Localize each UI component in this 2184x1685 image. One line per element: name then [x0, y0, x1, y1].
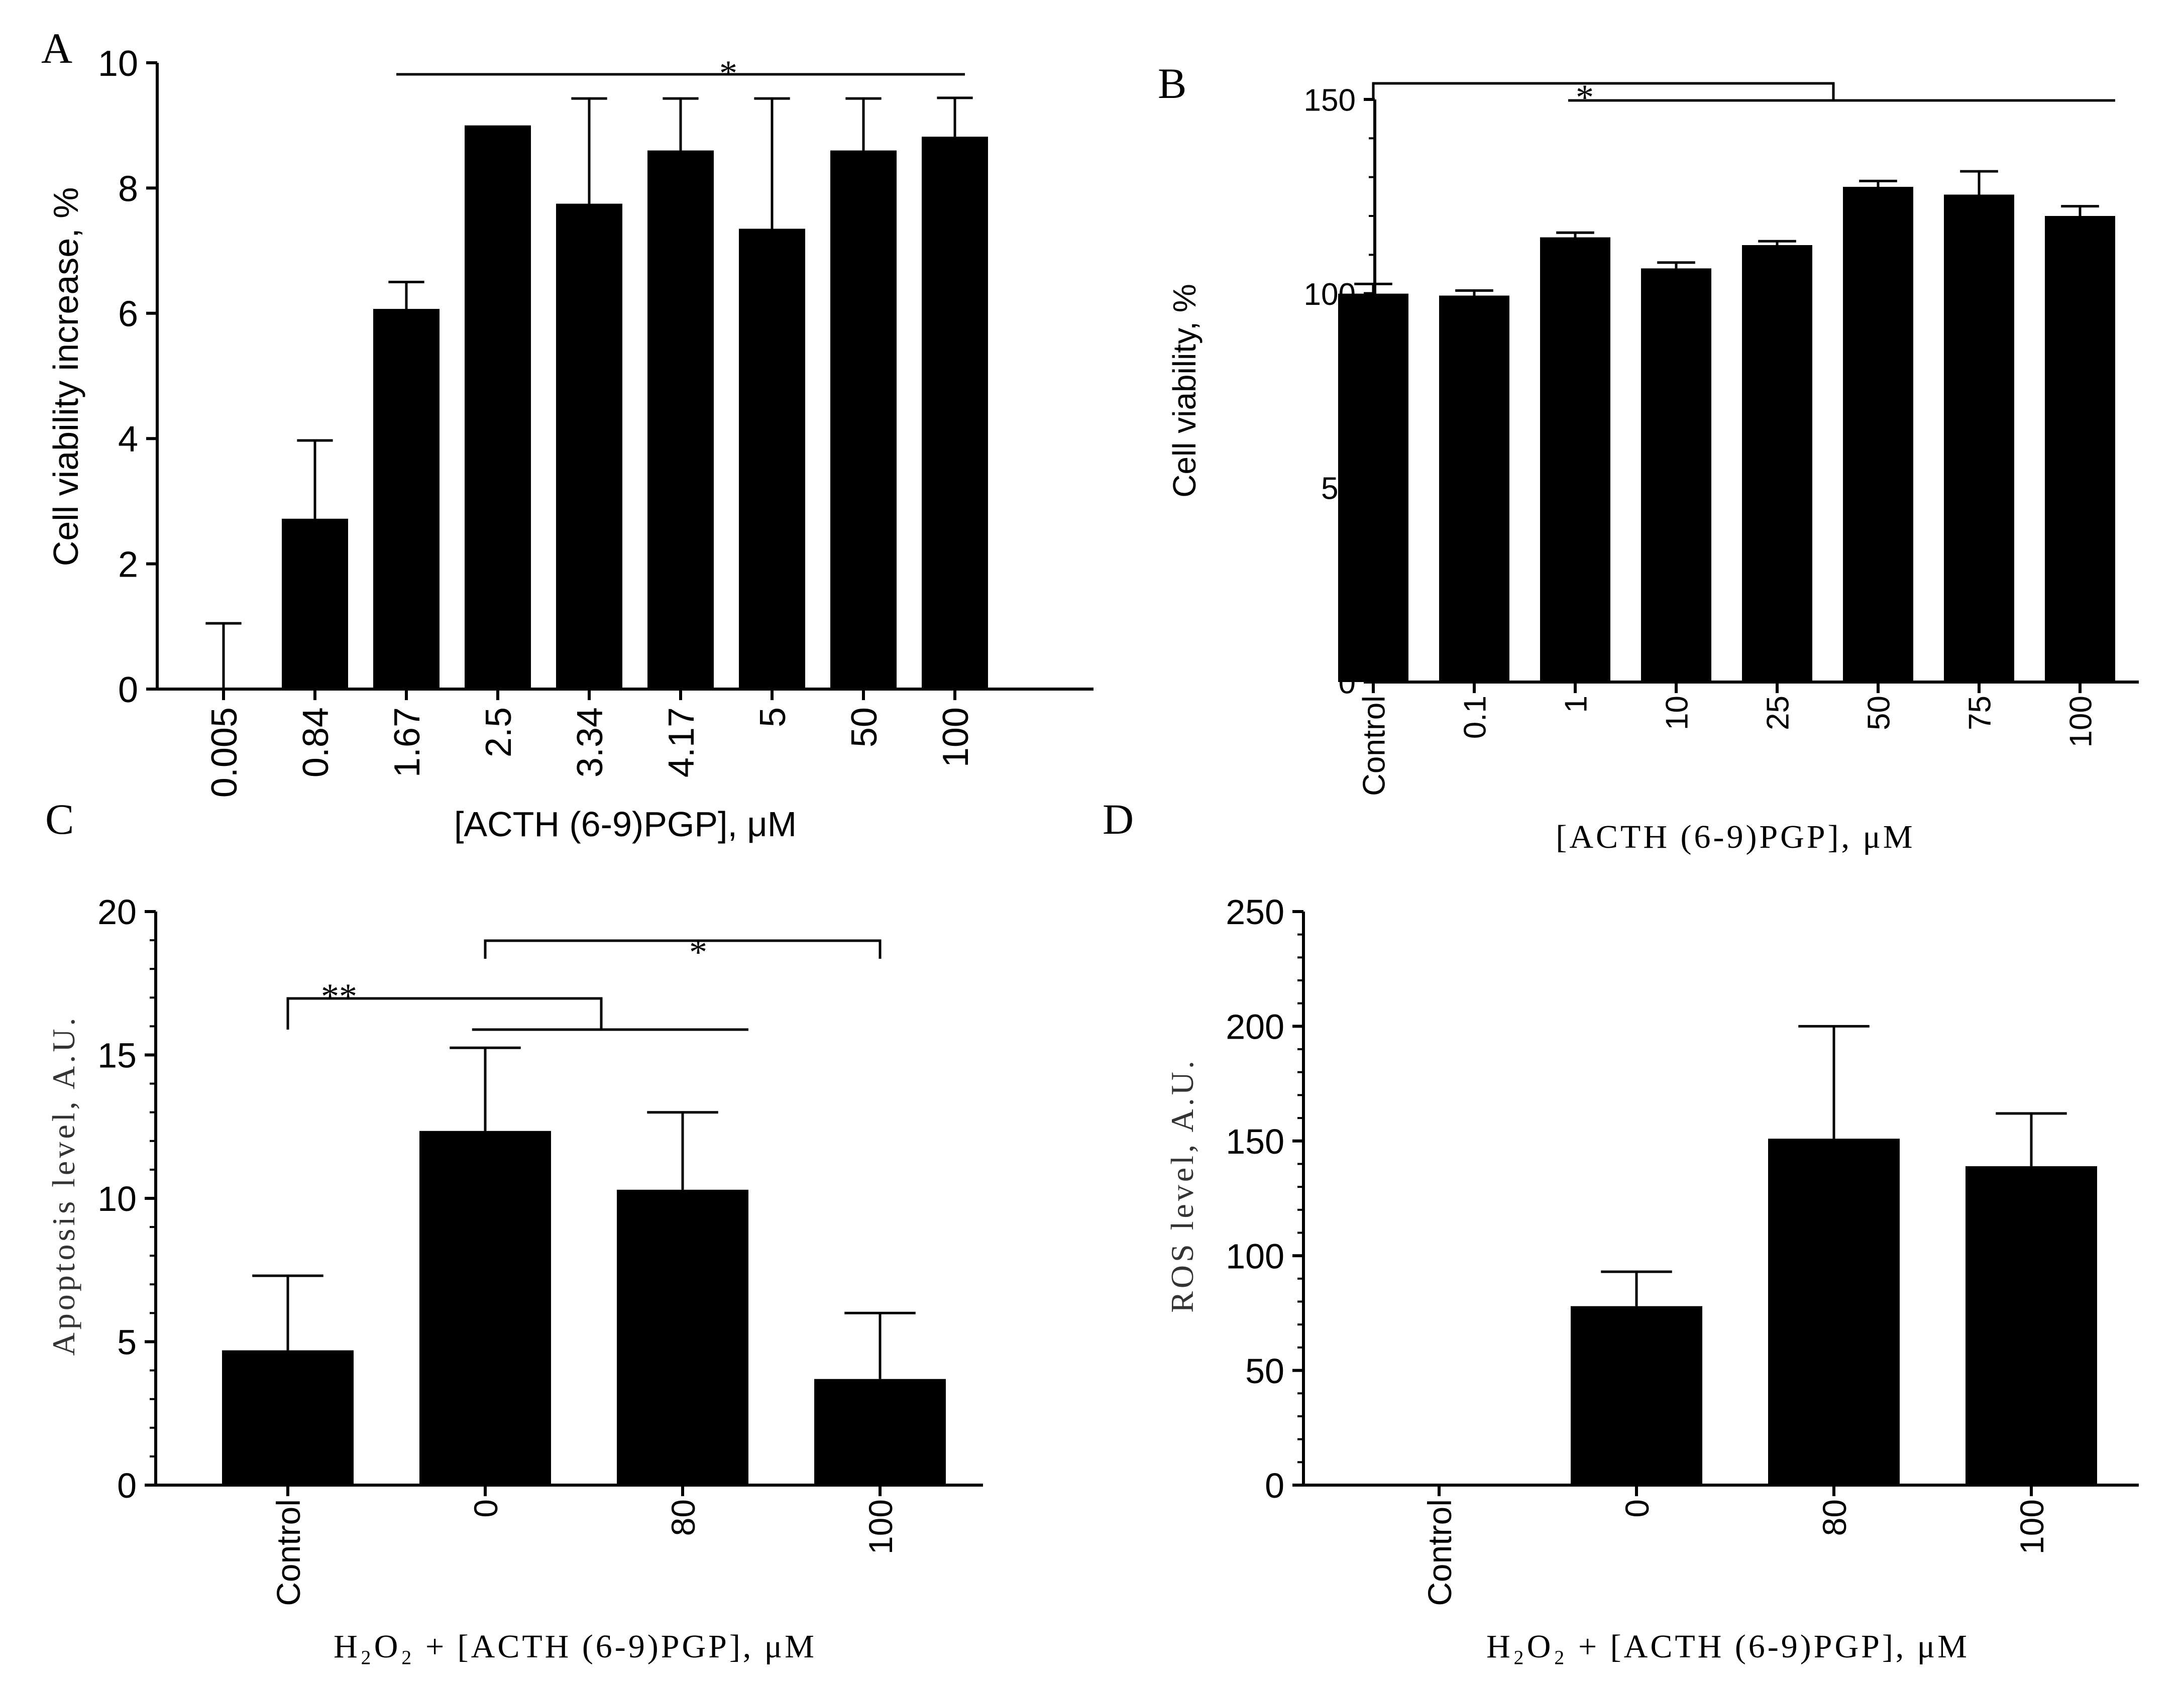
bar-50: [1843, 187, 1913, 682]
x-tick-label: 0.1: [1458, 696, 1492, 739]
x-tick-label: 0: [467, 1499, 504, 1518]
bar-75: [1944, 194, 2014, 682]
bar-25: [1742, 245, 1812, 682]
bar-100: [2045, 216, 2115, 682]
significance-star: *: [689, 932, 707, 972]
bar-0-1: [1439, 295, 1509, 682]
panel-label: D: [1103, 795, 1134, 843]
y-tick-label: 50: [1245, 1352, 1284, 1391]
y-tick-label: 150: [1304, 83, 1356, 118]
x-tick-label: 0: [1618, 1499, 1656, 1518]
bar-3-34: [556, 203, 622, 689]
bar-2-5: [465, 125, 531, 690]
x-tick-label: 100: [936, 707, 976, 767]
x-tick-label: 1.67: [387, 707, 427, 777]
x-tick-label: Control: [270, 1499, 307, 1606]
x-tick-label: 25: [1761, 696, 1795, 730]
significance-bracket: [484, 939, 882, 959]
panel-c: C 0 5 10 15 20 Control 0 80 100 Apoptosis level, A…: [45, 795, 983, 1665]
bar-1: [1540, 237, 1610, 682]
x-tick-label: 50: [1862, 696, 1896, 730]
x-tick-label: 100: [2013, 1499, 2050, 1554]
x-tick-label: 4.17: [662, 707, 702, 777]
y-tick-label: 15: [97, 1036, 137, 1075]
bar-100: [1965, 1166, 2097, 1485]
y-tick-label: 20: [97, 892, 137, 932]
x-tick-label: Control: [1421, 1499, 1458, 1606]
bar-1-67: [373, 309, 440, 689]
y-tick-label: 8: [118, 169, 138, 209]
bar-80: [617, 1189, 748, 1485]
x-tick-label: 75: [1962, 696, 1997, 730]
y-tick-label: 4: [118, 419, 138, 460]
y-tick-label: 0: [118, 670, 138, 710]
significance-marker: **: [286, 976, 748, 1031]
y-tick-label: 0: [117, 1466, 137, 1505]
x-tick-label: 0.84: [296, 707, 336, 777]
bar-100: [814, 1379, 946, 1485]
significance-star: *: [719, 53, 737, 93]
x-tick-label: 1: [1559, 696, 1593, 713]
y-axis-label: Cell viability increase, %: [46, 187, 85, 567]
significance-star: **: [321, 976, 357, 1017]
panel-label: A: [41, 24, 72, 72]
bar-50: [830, 150, 897, 690]
x-tick-label: 100: [862, 1499, 899, 1554]
y-tick-label: 100: [1226, 1237, 1284, 1276]
x-axis-label: H₂O₂ + [ACTH (6-9)PGP], μM: [334, 1628, 817, 1665]
bar-control: [1338, 293, 1408, 682]
panel-label: C: [45, 795, 74, 843]
y-axis-label: Apoptosis level, A.U.: [46, 1015, 81, 1356]
significance-marker: *: [1372, 77, 2115, 118]
y-axis-label: ROS level, A.U.: [1164, 1058, 1200, 1313]
bar-4-17: [647, 150, 714, 690]
x-tick-label: 3.34: [570, 707, 610, 777]
panel-label: B: [1158, 59, 1186, 107]
x-axis-label: [ACTH (6-9)PGP], μM: [1556, 819, 1915, 855]
x-tick-label: 10: [1660, 696, 1694, 730]
significance-marker: *: [396, 53, 965, 93]
significance-bracket: [286, 997, 603, 1030]
x-tick-label: 5: [753, 707, 793, 727]
x-tick-label: 100: [2063, 696, 2098, 747]
bar-100: [922, 137, 988, 689]
bar-5: [739, 229, 805, 690]
bar-0: [1571, 1306, 1702, 1485]
y-tick-label: 2: [118, 545, 138, 585]
x-tick-label: 2.5: [479, 707, 519, 757]
bar-0-84: [282, 518, 348, 689]
x-tick-label: 50: [844, 707, 885, 747]
bar-80: [1768, 1139, 1900, 1485]
x-tick-label: Control: [1357, 696, 1391, 796]
bar-control: [222, 1350, 354, 1485]
significance-bracket: [1372, 82, 1835, 101]
y-tick-label: 0: [1265, 1466, 1284, 1505]
y-tick-label: 250: [1226, 892, 1284, 932]
y-tick-label: 10: [98, 44, 138, 84]
y-tick-label: 150: [1226, 1122, 1284, 1161]
bar-10: [1641, 268, 1711, 682]
panel-d: D 0 50 100 150 200 250 Control 0 80 100 ROS level, …: [1103, 795, 2139, 1665]
y-axis-label: Cell viability, %: [1166, 284, 1203, 498]
y-tick-label: 5: [117, 1323, 137, 1362]
x-tick-label: 0.005: [204, 707, 245, 798]
x-tick-label: 80: [665, 1499, 702, 1536]
y-tick-label: 200: [1226, 1007, 1284, 1047]
x-tick-label: 80: [1816, 1499, 1853, 1536]
panel-a: A 0 2 4 6 8 10 0.005 0.84 1.67 2.5 3.34 4.17 5 50 100 Ce…: [41, 24, 1094, 844]
significance-marker: *: [484, 932, 882, 972]
y-tick-label: 6: [118, 294, 138, 334]
x-axis-label: H₂O₂ + [ACTH (6-9)PGP], μM: [1486, 1628, 1970, 1665]
bar-0: [419, 1131, 551, 1485]
significance-star: *: [1576, 77, 1594, 118]
y-tick-label: 10: [97, 1179, 137, 1218]
x-axis-label: [ACTH (6-9)PGP], μM: [454, 805, 797, 844]
